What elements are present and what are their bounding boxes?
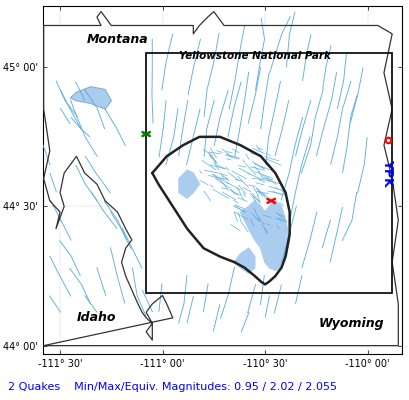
Polygon shape: [70, 87, 111, 109]
Polygon shape: [44, 12, 398, 346]
Text: 2 Quakes    Min/Max/Equiv. Magnitudes: 0.95 / 2.02 / 2.055: 2 Quakes Min/Max/Equiv. Magnitudes: 0.95…: [8, 382, 336, 392]
Polygon shape: [240, 201, 289, 270]
Polygon shape: [234, 248, 254, 273]
Bar: [146, 53, 391, 293]
Polygon shape: [179, 170, 199, 198]
Polygon shape: [261, 248, 281, 270]
Text: YPK: YPK: [381, 159, 393, 187]
Text: Yellowstone National Park: Yellowstone National Park: [178, 51, 330, 61]
Text: Montana: Montana: [86, 33, 148, 46]
Polygon shape: [152, 137, 289, 284]
Text: Idaho: Idaho: [77, 311, 117, 324]
Text: Wyoming: Wyoming: [317, 317, 383, 330]
